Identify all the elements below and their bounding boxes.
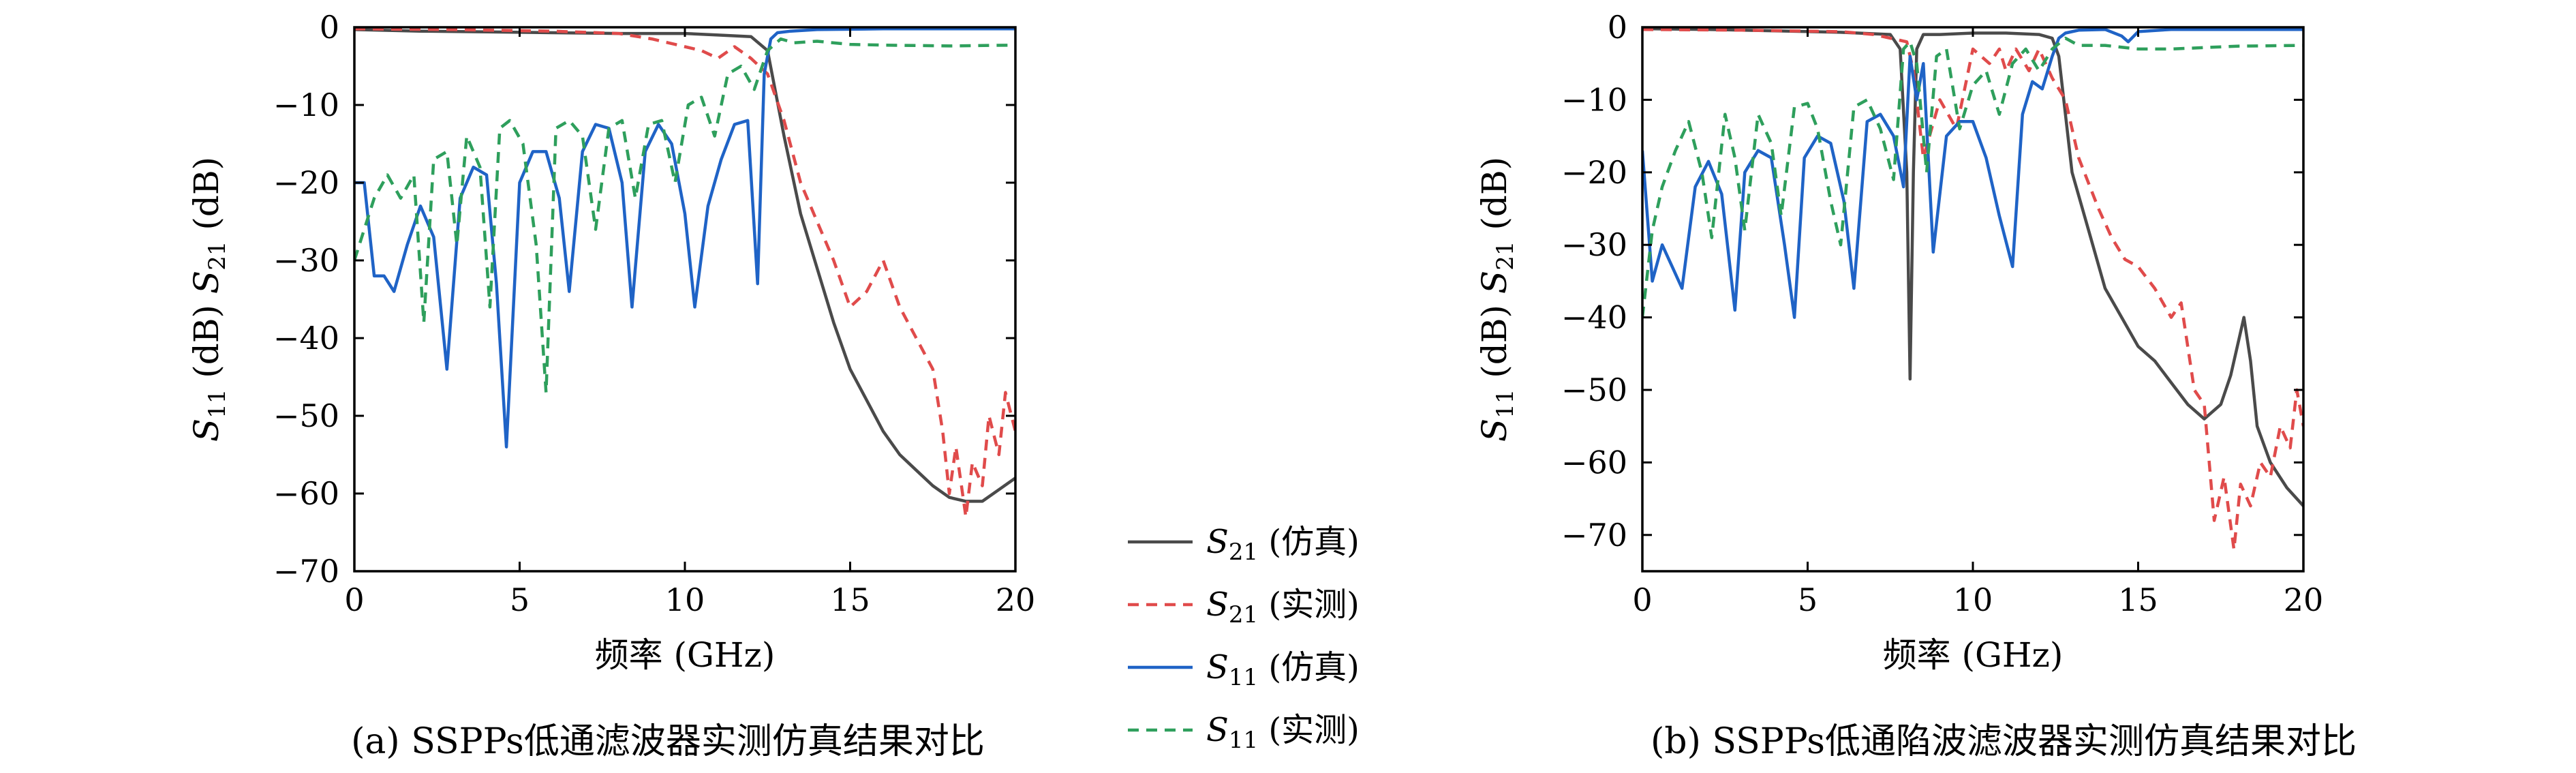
x-tick-label: 20 xyxy=(996,581,1036,618)
legend-symbol: S xyxy=(1206,586,1229,624)
y-tick-label: 0 xyxy=(320,9,339,46)
legend-label: (实测) xyxy=(1258,711,1360,749)
legend-label: (仿真) xyxy=(1258,523,1360,561)
legend: S21 (仿真)S21 (实测)S11 (仿真)S11 (实测) xyxy=(1128,523,1360,754)
series-line-1 xyxy=(354,27,1015,519)
series-line-1 xyxy=(1642,27,2303,551)
y-tick-label: −70 xyxy=(273,553,339,590)
x-tick-label: 15 xyxy=(830,581,870,618)
x-tick-label: 10 xyxy=(1953,581,1993,618)
series-group xyxy=(354,27,1015,519)
chart-caption: (a) SSPPs低通滤波器实测仿真结果对比 xyxy=(351,721,985,762)
y-tick-label: −70 xyxy=(1561,517,1627,554)
chart-lowpass-notch-filter: 0 5 10 15 20 0 −10 −20 −30 −40 −50 −60 −70 频率 (GHz) S1… xyxy=(1475,9,2357,762)
series-line-0 xyxy=(354,28,1015,503)
x-tick-label: 10 xyxy=(665,581,705,618)
series-line-3 xyxy=(354,37,1015,395)
legend-symbol: S xyxy=(1206,711,1229,749)
y-tick-label: 0 xyxy=(1608,9,1627,46)
legend-entry-2: S11 (仿真) xyxy=(1206,648,1360,691)
x-tick-label: 5 xyxy=(510,581,530,618)
y-tick-label: −30 xyxy=(1561,226,1627,263)
legend-entry-1: S21 (实测) xyxy=(1206,586,1360,628)
series-line-3 xyxy=(1642,36,2303,318)
y-tick-label: −60 xyxy=(1561,444,1627,481)
legend-symbol: S xyxy=(1206,648,1229,686)
legend-subscript: 11 xyxy=(1229,664,1258,691)
x-tick-label: 0 xyxy=(1632,581,1652,618)
x-tick-label: 5 xyxy=(1798,581,1818,618)
y-tick-label: −60 xyxy=(273,475,339,512)
x-axis-label: 频率 (GHz) xyxy=(595,635,776,675)
y-tick-label: −50 xyxy=(1561,372,1627,408)
legend-label: (仿真) xyxy=(1258,648,1360,686)
x-axis-label: 频率 (GHz) xyxy=(1883,635,2064,675)
y-axis-label: S11 (dB) S21 (dB) xyxy=(1475,157,1519,442)
series-line-0 xyxy=(1642,27,2303,507)
x-tick-label: 0 xyxy=(344,581,364,618)
y-tick-label: −10 xyxy=(1561,81,1627,118)
y-tick-label: −40 xyxy=(1561,299,1627,336)
legend-entry-0: S21 (仿真) xyxy=(1206,523,1360,566)
chart-caption: (b) SSPPs低通陷波滤波器实测仿真结果对比 xyxy=(1651,721,2357,762)
y-tick-label: −40 xyxy=(273,320,339,357)
y-tick-label: −30 xyxy=(273,242,339,279)
plot-frame xyxy=(1641,26,2305,573)
x-tick-label: 20 xyxy=(2284,581,2324,618)
legend-symbol: S xyxy=(1206,523,1229,561)
y-axis-label: S11 (dB) S21 (dB) xyxy=(187,157,231,442)
y-tick-label: −20 xyxy=(273,164,339,201)
y-tick-label: −20 xyxy=(1561,154,1627,191)
x-tick-label: 15 xyxy=(2118,581,2158,618)
series-group xyxy=(1642,27,2303,551)
y-tick-label: −50 xyxy=(273,397,339,434)
y-tick-label: −10 xyxy=(273,87,339,123)
legend-label: (实测) xyxy=(1258,586,1360,624)
series-line-2 xyxy=(354,27,1015,449)
legend-subscript: 11 xyxy=(1229,727,1258,754)
legend-subscript: 21 xyxy=(1229,601,1258,628)
legend-entry-3: S11 (实测) xyxy=(1206,711,1360,754)
chart-lowpass-filter: 0 5 10 15 20 0 −10 −20 −30 −40 −50 −60 −70 频率 (GHz) S1… xyxy=(187,9,1035,762)
series-line-2 xyxy=(1642,27,2303,319)
legend-subscript: 21 xyxy=(1229,539,1258,566)
